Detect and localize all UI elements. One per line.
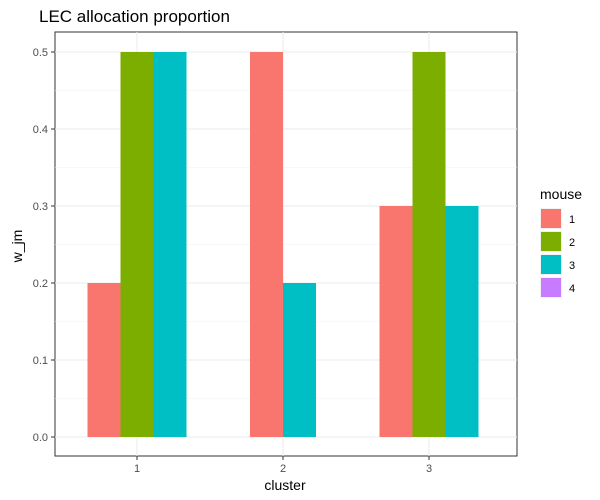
chart-title: LEC allocation proportion [39,7,230,26]
legend-swatch [541,278,561,297]
legend-swatch [541,209,561,228]
legend-swatch [541,232,561,251]
bars [87,52,479,437]
x-axis: 1 2 3 [134,456,432,475]
bar-cluster-1-mouse-1 [87,283,121,437]
y-tick-label: 0.2 [33,278,48,290]
bar-cluster-2-mouse-3 [283,283,316,437]
y-tick-label: 0.0 [33,432,48,444]
x-tick-label: 3 [426,463,432,475]
y-tick-label: 0.5 [33,47,48,59]
y-tick-label: 0.1 [33,355,48,367]
legend-label: 3 [569,260,575,272]
legend-label: 1 [569,214,575,226]
legend-swatch [541,255,561,274]
y-axis-title: w_jm [9,230,25,264]
legend-label: 2 [569,237,575,249]
bar-cluster-1-mouse-3 [153,52,187,437]
y-tick-label: 0.4 [33,124,48,136]
x-tick-label: 1 [134,463,140,475]
bar-cluster-2-mouse-1 [250,52,283,437]
bar-cluster-3-mouse-1 [379,206,413,437]
bar-cluster-3-mouse-3 [445,206,479,437]
legend: mouse 1 2 3 4 [540,186,582,298]
x-axis-title: cluster [264,477,306,493]
x-tick-label: 2 [280,463,286,475]
y-axis: 0.0 0.1 0.2 0.3 0.4 0.5 [33,47,55,444]
legend-title: mouse [540,186,582,202]
bar-cluster-1-mouse-2 [120,52,154,437]
bar-cluster-3-mouse-2 [412,52,446,437]
y-tick-label: 0.3 [33,201,48,213]
legend-label: 4 [569,283,575,295]
